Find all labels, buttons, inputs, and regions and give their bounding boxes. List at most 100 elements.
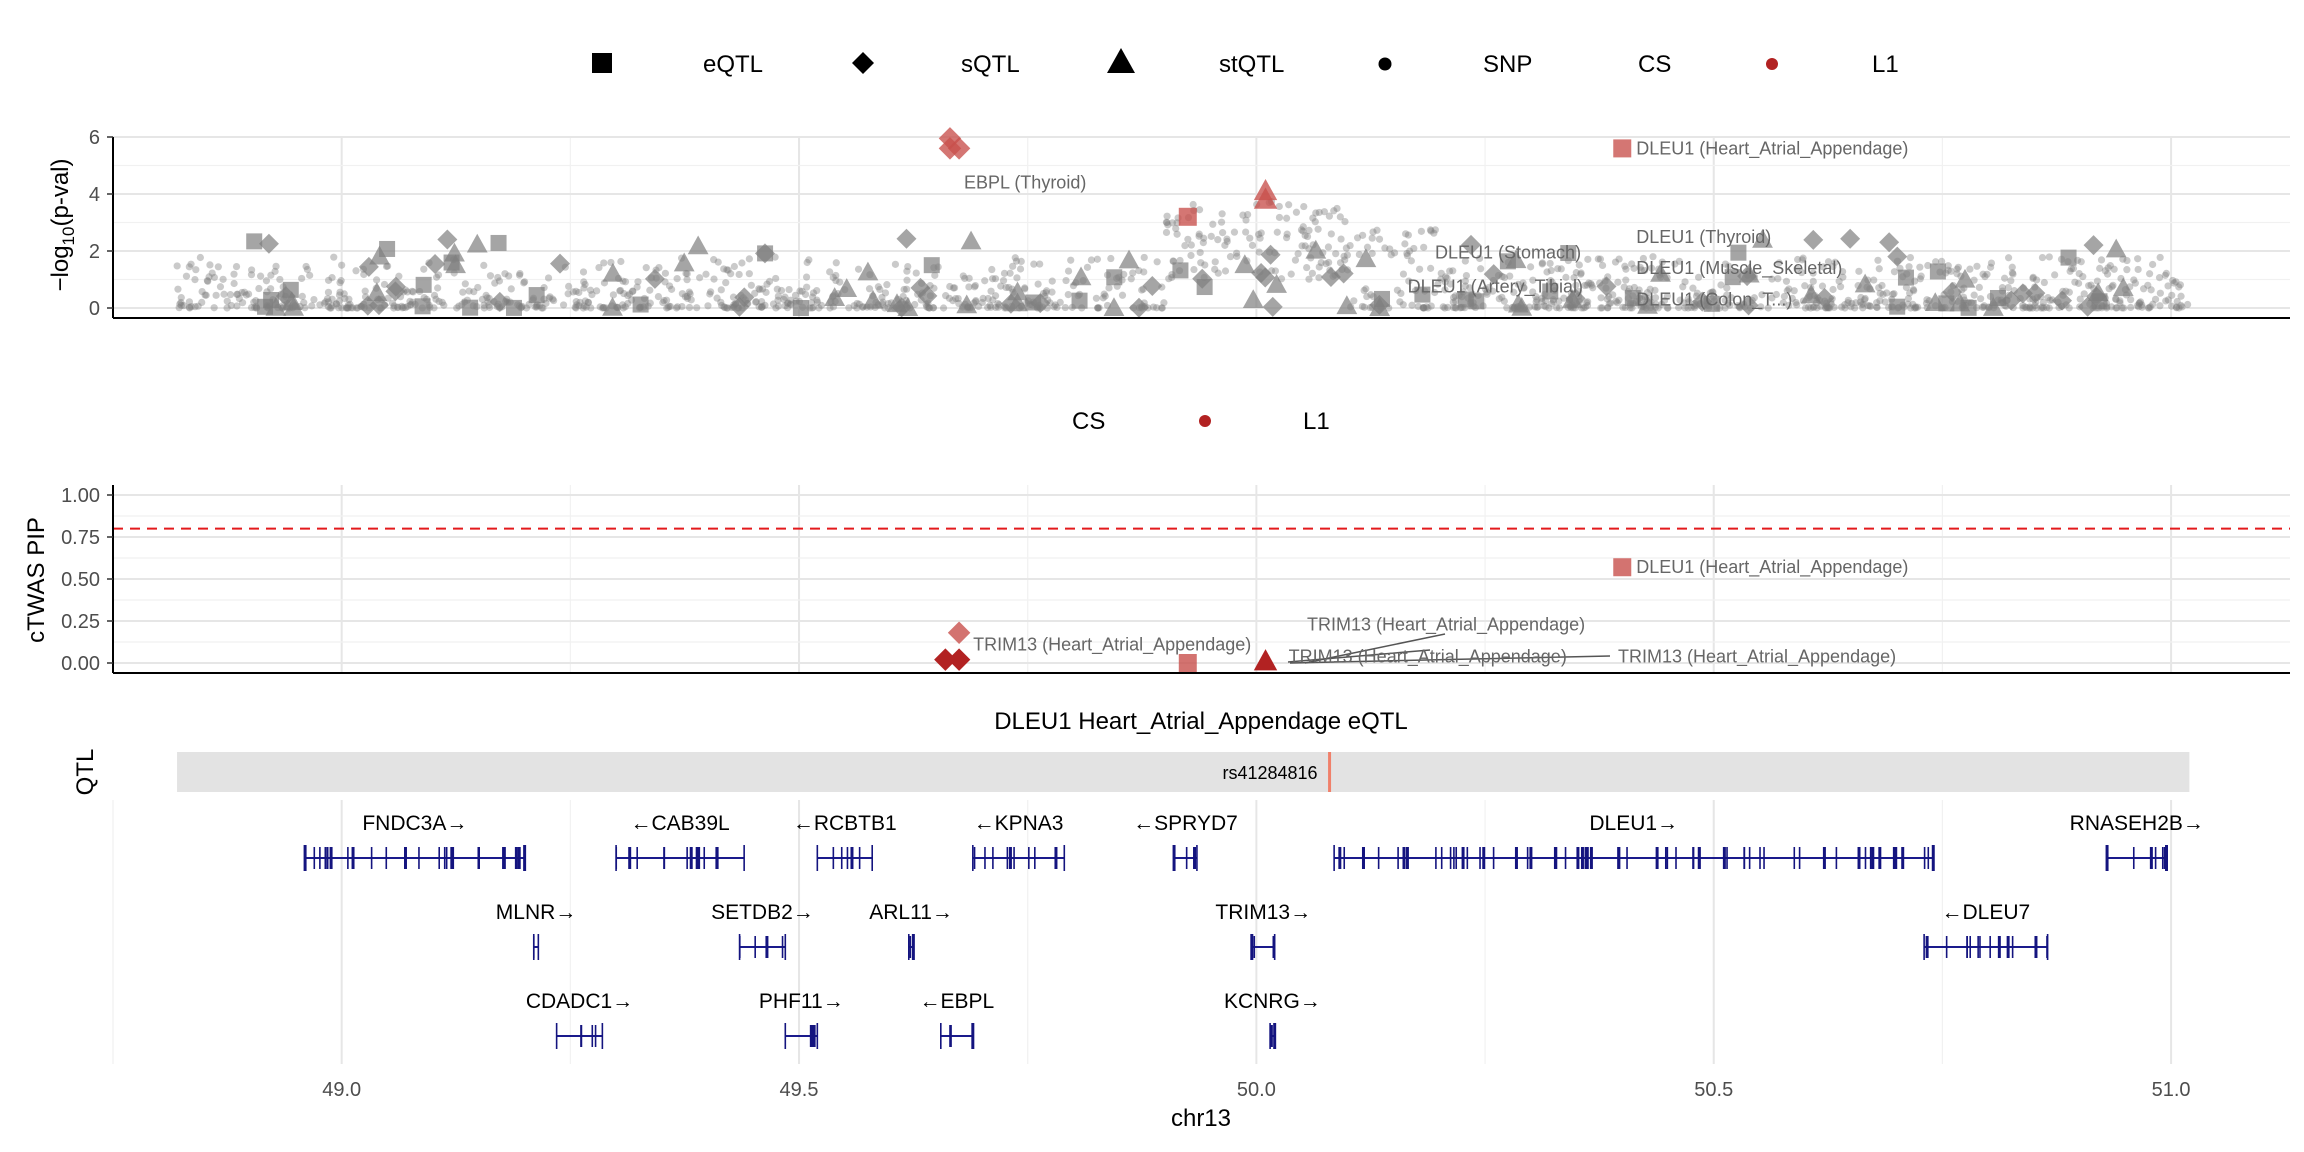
qtl-point xyxy=(1954,268,1976,288)
pip-point xyxy=(934,648,957,671)
snp-point xyxy=(482,291,490,299)
snp-point xyxy=(986,301,994,310)
snp-point xyxy=(559,301,568,309)
snp-point xyxy=(1162,228,1171,237)
snp-point xyxy=(678,290,686,298)
snp-point xyxy=(2043,303,2051,312)
snp-point xyxy=(1839,267,1847,276)
qtl-point xyxy=(358,256,379,277)
snp-point xyxy=(859,303,867,311)
snp-point xyxy=(756,285,764,294)
snp-point xyxy=(2136,298,2145,306)
qtl-point xyxy=(550,253,571,274)
qtl-point xyxy=(687,235,709,255)
snp-point xyxy=(192,266,200,274)
snp-point xyxy=(320,299,328,307)
qtl-marks xyxy=(938,127,1632,226)
snp-point xyxy=(406,301,414,309)
snp-point xyxy=(1360,303,1368,311)
qtl-panel: DLEU1 (Heart_Atrial_Appendage) EBPL (Thyr… xyxy=(47,127,2290,320)
qtl-point xyxy=(1414,286,1431,303)
qtl-point xyxy=(602,262,624,282)
snp-point xyxy=(1906,253,1915,262)
snp-point xyxy=(2184,300,2192,309)
qtl-point xyxy=(1560,245,1577,262)
legend-title-cs: CS xyxy=(1638,51,1671,78)
ctwas-legend: CS L1 xyxy=(1072,408,1330,435)
snp-point xyxy=(267,271,275,279)
snp-point xyxy=(1664,304,1672,312)
snp-point xyxy=(1768,294,1776,302)
snp-point xyxy=(1554,265,1562,273)
snp-point xyxy=(1246,234,1254,242)
snp-point xyxy=(394,303,402,312)
snp-point xyxy=(2168,291,2176,299)
snp-point xyxy=(1605,299,1613,308)
snp-point xyxy=(194,302,202,310)
snp-point xyxy=(483,294,491,302)
legend-label-snp: SNP xyxy=(1483,51,1532,78)
snp-point xyxy=(978,298,986,307)
qtl-point xyxy=(1320,267,1341,288)
qtl-point xyxy=(792,300,809,316)
snp-point xyxy=(1807,304,1815,312)
snp-point xyxy=(1500,297,1508,305)
snp-point xyxy=(2173,297,2181,306)
snp-point xyxy=(1581,303,1589,311)
snp-point xyxy=(177,298,185,307)
gene-label: CDADC1→ xyxy=(526,990,633,1013)
snp-point xyxy=(1481,285,1490,293)
snp-point xyxy=(710,275,718,283)
snp-point xyxy=(2112,304,2120,312)
snp-point xyxy=(440,301,448,309)
snp-point xyxy=(1938,257,1946,266)
snp-point xyxy=(1785,285,1793,293)
snp-point xyxy=(581,297,589,305)
snp-point xyxy=(435,297,443,306)
snp-point xyxy=(987,303,995,311)
snp-point xyxy=(234,290,242,298)
qtl-point xyxy=(1242,289,1264,309)
ctwas-annotations: DLEU1 (Heart_Atrial_Appendage) TRIM13 (He… xyxy=(973,557,1908,667)
snp-point xyxy=(874,283,882,291)
snp-point xyxy=(1367,291,1375,299)
qtl-point xyxy=(1650,262,1671,282)
qtl-annotation-label: EBPL (Thyroid) xyxy=(964,173,1086,193)
snp-point xyxy=(1163,212,1171,220)
snp-point xyxy=(1708,288,1716,296)
snp-point xyxy=(646,286,654,294)
snp-point xyxy=(1292,208,1301,216)
snp-point xyxy=(683,270,691,278)
snp-point xyxy=(2001,274,2009,282)
snp-point xyxy=(1582,299,1591,307)
snp-point xyxy=(1461,282,1470,290)
snp-point xyxy=(544,274,553,282)
snp-point xyxy=(203,277,212,285)
snp-point xyxy=(1419,304,1428,312)
snp-point xyxy=(1533,296,1541,304)
snp-point xyxy=(2077,258,2085,266)
snp-point xyxy=(2029,273,2037,281)
snp-point xyxy=(751,289,759,297)
snp-point xyxy=(1211,258,1219,266)
snp-point xyxy=(617,257,625,266)
snp-point xyxy=(2127,296,2135,304)
qtl-point xyxy=(2025,283,2046,304)
snp-point xyxy=(1427,227,1435,235)
snp-point xyxy=(1621,262,1629,270)
snp-point xyxy=(683,294,692,303)
snp-point xyxy=(696,274,704,282)
snp-point xyxy=(1725,262,1733,270)
snp-point xyxy=(1314,225,1322,233)
gene-label: MLNR→ xyxy=(496,901,577,924)
snp-point xyxy=(682,269,690,278)
snp-point xyxy=(1232,249,1241,257)
snp-point xyxy=(403,288,412,296)
snp-point xyxy=(372,276,381,284)
snp-point xyxy=(1500,273,1509,282)
snp-point xyxy=(1881,298,1889,306)
snp-point xyxy=(1723,284,1731,292)
snp-point xyxy=(780,295,788,304)
qtl-point xyxy=(1887,246,1908,267)
qtl-point xyxy=(385,276,406,297)
